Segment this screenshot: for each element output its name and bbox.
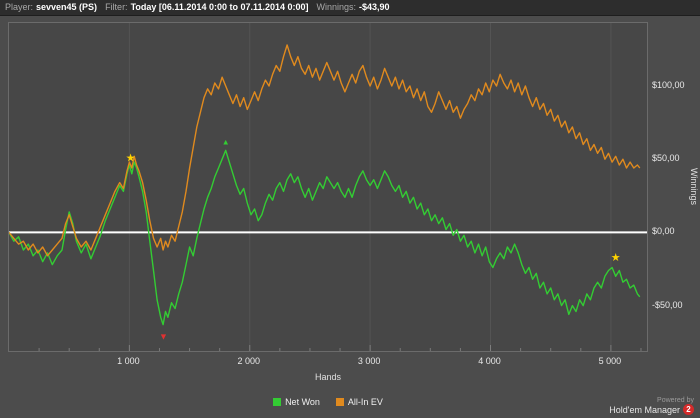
y-tick-label: $50,00 <box>652 153 680 164</box>
hm2-logo-icon: 2 <box>683 404 694 415</box>
all-in-ev-swatch <box>335 398 344 406</box>
chart-legend: Net Won All-In EV <box>8 397 648 407</box>
star-marker-icon: ★ <box>611 252 621 264</box>
winnings-chart-svg: ★ ▲ ▼ ★ <box>8 23 647 351</box>
y-tick-label: $0,00 <box>652 226 675 237</box>
winnings-label: Winnings: <box>316 2 357 12</box>
brand-footer: Powered by Hold'em Manager 2 <box>609 397 694 415</box>
all-in-ev-label: All-In EV <box>347 397 383 407</box>
x-tick-label: 2 000 <box>237 356 261 366</box>
all-in-ev-line <box>8 44 641 257</box>
net-won-label: Net Won <box>285 397 320 407</box>
legend-item-all-in-ev: All-In EV <box>335 397 383 407</box>
player-value: sevven45 (PS) <box>36 2 98 12</box>
winnings-value: -$43,90 <box>359 2 390 12</box>
filter-label: Filter: <box>105 2 128 12</box>
powered-by-text: Powered by <box>657 397 694 404</box>
plot-area[interactable]: ★ ▲ ▼ ★ <box>8 22 648 352</box>
status-bar: Player: sevven45 (PS) Filter: Today [06.11.… <box>0 0 700 16</box>
net-won-swatch <box>273 398 282 406</box>
x-tick-label: 5 000 <box>598 356 622 366</box>
x-tick-label: 4 000 <box>478 356 501 366</box>
x-tick-label: 3 000 <box>357 356 381 366</box>
x-tick-label: 1 000 <box>117 356 140 366</box>
y-tick-label: -$50,00 <box>652 299 683 310</box>
y-tick-label: $100,00 <box>652 79 685 90</box>
net-won-line <box>8 149 641 326</box>
x-axis-title: Hands <box>314 372 341 382</box>
y-axis-title: Winnings <box>689 168 699 206</box>
brand-row: Hold'em Manager 2 <box>609 404 694 415</box>
star-marker-icon: ★ <box>126 153 136 165</box>
triangle-down-marker-icon: ▼ <box>159 332 168 342</box>
legend-item-net-won: Net Won <box>273 397 320 407</box>
player-label: Player: <box>5 2 34 12</box>
triangle-up-marker-icon: ▲ <box>222 137 230 146</box>
brand-name: Hold'em Manager <box>609 404 680 415</box>
filter-value: Today [06.11.2014 0:00 to 07.11.2014 0:0… <box>130 2 309 12</box>
